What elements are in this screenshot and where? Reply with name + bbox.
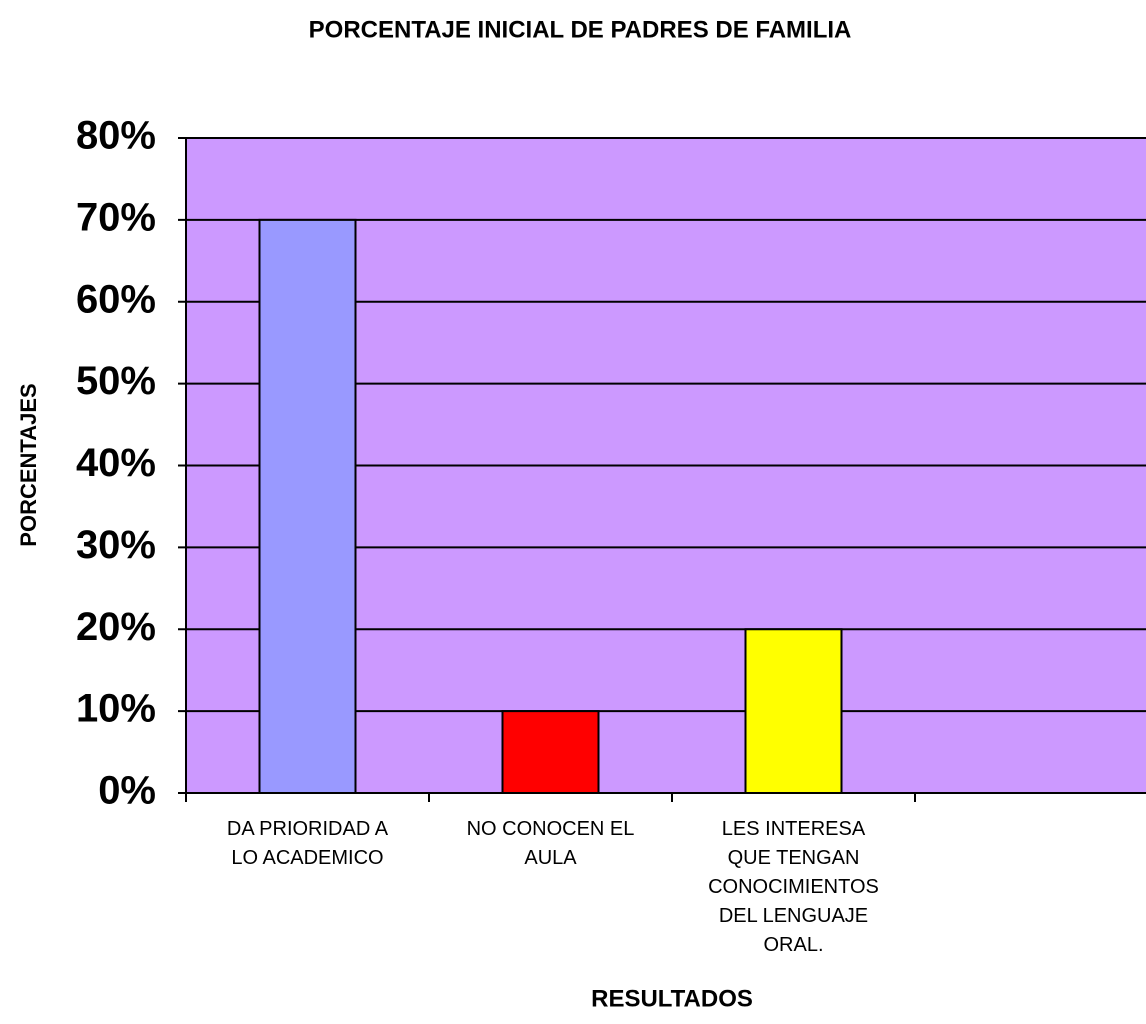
x-tick-label: DA PRIORIDAD A LO ACADEMICO [226,818,389,869]
x-axis-label: RESULTADOS [591,985,753,1012]
y-tick-label: 70% [76,195,156,239]
bar [501,710,600,794]
x-tick-label: NO CONOCEN EL AULA [466,818,635,869]
y-axis-label: PORCENTAJES [16,383,41,546]
bar [258,218,357,794]
y-tick-label: 20% [76,605,156,649]
y-tick-label: 30% [76,523,156,567]
y-tick-label: 80% [76,114,156,158]
y-tick-label: 0% [98,769,156,813]
chart-title: PORCENTAJE INICIAL DE PADRES DE FAMILIA [309,16,852,43]
bar [744,628,843,794]
y-tick-label: 10% [76,687,156,731]
y-tick-label: 60% [76,277,156,321]
y-tick-label: 50% [76,359,156,403]
x-tick-label: LES INTERESA QUE TENGAN CONOCIMIENTOS DE… [708,818,879,956]
y-tick-label: 40% [76,441,156,485]
